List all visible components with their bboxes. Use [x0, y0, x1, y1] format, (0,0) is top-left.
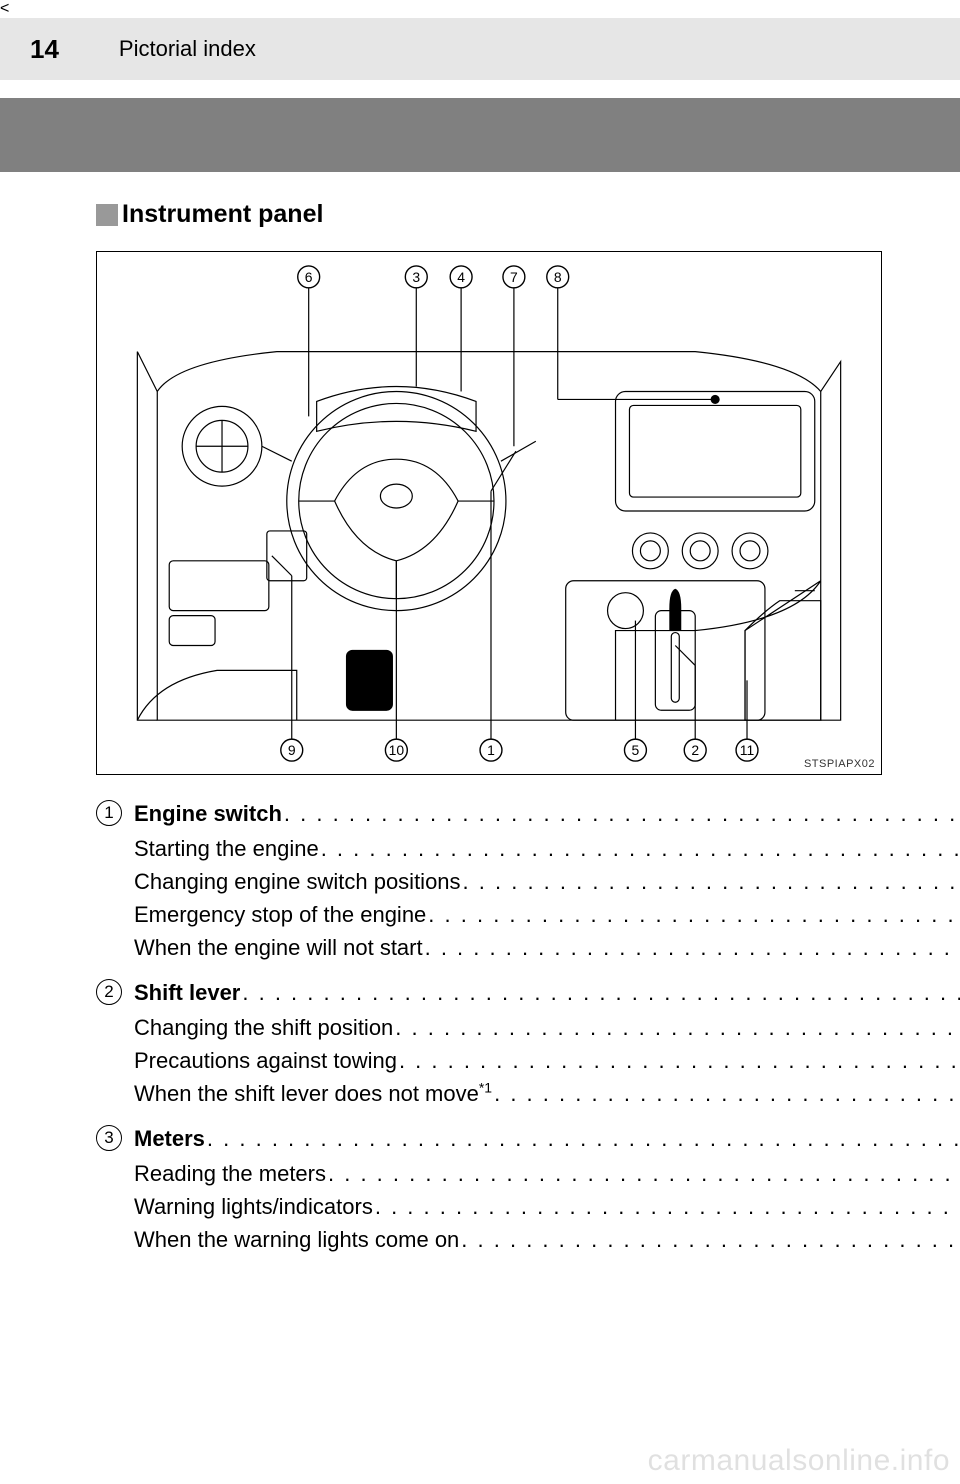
diagram-svg: 6 3 4 7 8 9 10 1 5 2 11 [97, 252, 881, 774]
leader-dots: . . . . . . . . . . . . . . . . . . . . … [399, 1044, 960, 1077]
entry-title: Meters [134, 1122, 205, 1155]
heading-text: Instrument panel [122, 200, 323, 229]
entry-sub-label: When the shift lever does not move*1 [134, 1077, 492, 1110]
leader-dots: . . . . . . . . . . . . . . . . . . . . … [494, 1077, 960, 1110]
callout-number: 4 [457, 269, 465, 285]
content-area: Instrument panel [0, 172, 960, 1256]
index-entry: 1Engine switch. . . . . . . . . . . . . … [96, 797, 880, 964]
entry-sub-line: When the warning lights come on. . . . .… [134, 1223, 960, 1256]
leader-dots: . . . . . . . . . . . . . . . . . . . . … [463, 865, 960, 898]
leader-dots: . . . . . . . . . . . . . . . . . . . . … [242, 976, 960, 1009]
watermark: carmanualsonline.info [648, 1444, 950, 1478]
entry-title-line: Shift lever. . . . . . . . . . . . . . .… [134, 976, 960, 1009]
figure-id: STSPIAPX02 [804, 758, 875, 770]
entry-sub-line: Emergency stop of the engine. . . . . . … [134, 898, 960, 931]
callout-number: 10 [389, 742, 405, 758]
entry-sub-line: Changing the shift position. . . . . . .… [134, 1011, 960, 1044]
callout-number: 3 [412, 269, 420, 285]
section-heading: Instrument panel [96, 200, 880, 229]
leader-dots: . . . . . . . . . . . . . . . . . . . . … [321, 832, 960, 865]
entry-sub-label: When the engine will not start [134, 931, 423, 964]
entry-sub-label: Reading the meters [134, 1157, 326, 1190]
entry-sub-line: Warning lights/indicators. . . . . . . .… [134, 1190, 960, 1223]
page-header: 14 Pictorial index [0, 18, 960, 80]
page-number: 14 [30, 34, 59, 65]
leader-dots: . . . . . . . . . . . . . . . . . . . . … [375, 1190, 960, 1223]
entry-number-circle: 3 [96, 1125, 122, 1151]
leader-dots: . . . . . . . . . . . . . . . . . . . . … [395, 1011, 960, 1044]
entry-title-line: Meters. . . . . . . . . . . . . . . . . … [134, 1122, 960, 1155]
heading-square-icon [96, 204, 118, 226]
leader-dots: . . . . . . . . . . . . . . . . . . . . … [428, 898, 960, 931]
callout-number: 2 [691, 742, 699, 758]
index-entry: 2Shift lever. . . . . . . . . . . . . . … [96, 976, 880, 1110]
callout-number: 5 [632, 742, 640, 758]
callout-number: 7 [510, 269, 518, 285]
entry-sub-label: Changing engine switch positions [134, 865, 461, 898]
entry-sub-line: Starting the engine. . . . . . . . . . .… [134, 832, 960, 865]
entry-title: Shift lever [134, 976, 240, 1009]
entry-number-circle: 1 [96, 800, 122, 826]
callout-number: 9 [288, 742, 296, 758]
entry-title: Engine switch [134, 797, 282, 830]
entry-sub-line: When the shift lever does not move*1. . … [134, 1077, 960, 1110]
index-entry: 3Meters. . . . . . . . . . . . . . . . .… [96, 1122, 880, 1256]
entry-sub-label: Starting the engine [134, 832, 319, 865]
entry-sub-line: Changing engine switch positions. . . . … [134, 865, 960, 898]
entry-sub-label: Precautions against towing [134, 1044, 397, 1077]
index-entries: 1Engine switch. . . . . . . . . . . . . … [96, 797, 880, 1256]
leader-dots: . . . . . . . . . . . . . . . . . . . . … [284, 797, 960, 830]
leader-dots: . . . . . . . . . . . . . . . . . . . . … [425, 931, 960, 964]
entry-sub-label: When the warning lights come on [134, 1223, 459, 1256]
instrument-panel-diagram: 6 3 4 7 8 9 10 1 5 2 11 STSPIAPX02 [96, 251, 882, 775]
entry-sub-label: Changing the shift position [134, 1011, 393, 1044]
leader-dots: . . . . . . . . . . . . . . . . . . . . … [207, 1122, 960, 1155]
section-name: Pictorial index [119, 36, 256, 62]
callout-number: 1 [487, 742, 495, 758]
entry-title-line: Engine switch. . . . . . . . . . . . . .… [134, 797, 960, 830]
entry-sub-line: Precautions against towing. . . . . . . … [134, 1044, 960, 1077]
entry-sub-label: Warning lights/indicators [134, 1190, 373, 1223]
callout-number: 8 [554, 269, 562, 285]
callout-number: 6 [305, 269, 313, 285]
footnote-marker: *1 [479, 1080, 492, 1096]
entry-sub-line: Reading the meters. . . . . . . . . . . … [134, 1157, 960, 1190]
leader-dots: . . . . . . . . . . . . . . . . . . . . … [461, 1223, 960, 1256]
leader-dots: . . . . . . . . . . . . . . . . . . . . … [328, 1157, 960, 1190]
gray-separator-bar [0, 98, 960, 172]
entry-number-circle: 2 [96, 979, 122, 1005]
entry-sub-label: Emergency stop of the engine [134, 898, 426, 931]
entry-sub-line: When the engine will not start. . . . . … [134, 931, 960, 964]
callout-number: 11 [740, 742, 755, 758]
